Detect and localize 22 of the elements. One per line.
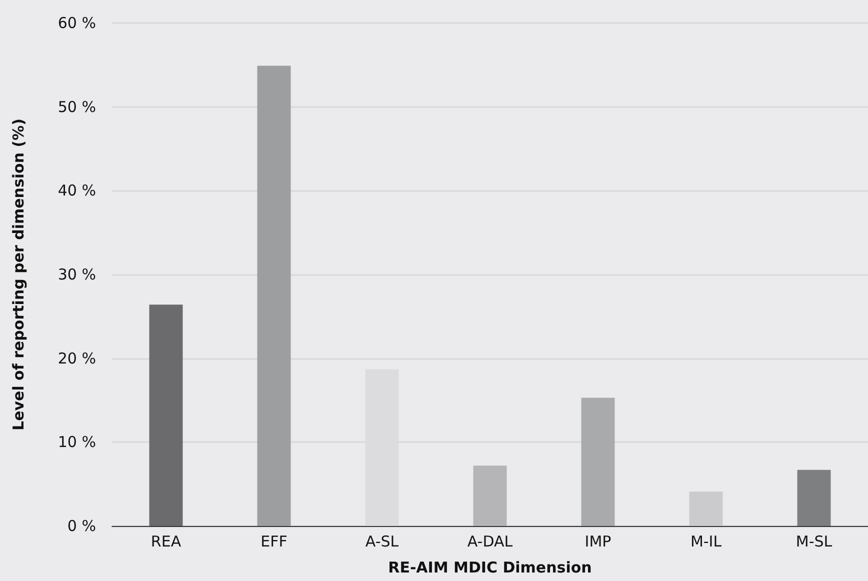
bar (581, 398, 615, 526)
x-tick-label: EFF (260, 532, 288, 550)
y-axis-title: Level of reporting per dimension (%) (10, 118, 28, 430)
bar (473, 466, 507, 526)
y-tick-label: 30 % (58, 266, 96, 284)
bar (797, 470, 831, 526)
y-tick-label: 50 % (58, 98, 96, 116)
bar (149, 304, 183, 526)
y-tick-label: 60 % (58, 14, 96, 32)
bar (257, 66, 291, 526)
x-axis-title: RE-AIM MDIC Dimension (388, 558, 592, 576)
x-tick-label: A-SL (365, 532, 400, 550)
y-tick-label: 0 % (67, 517, 96, 535)
x-tick-label: A-DAL (467, 532, 514, 550)
x-tick-label: M-SL (796, 532, 833, 550)
x-tick-label: IMP (584, 532, 612, 550)
x-tick-label: REA (150, 532, 182, 550)
y-tick-label: 20 % (58, 349, 96, 368)
x-tick-label: M-IL (690, 532, 722, 550)
y-tick-label: 10 % (58, 433, 96, 452)
y-tick-label: 40 % (58, 182, 96, 200)
bar (689, 492, 723, 526)
